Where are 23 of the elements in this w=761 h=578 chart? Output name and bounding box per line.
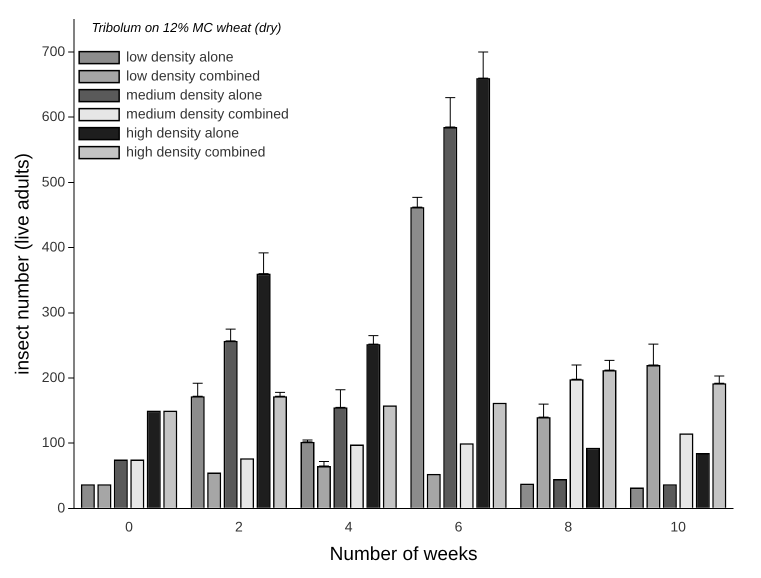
- y-tick-label: 200: [42, 368, 66, 385]
- x-tick-label: 0: [125, 518, 134, 535]
- legend-label: medium density combined: [126, 105, 289, 122]
- legend-label: high density alone: [126, 124, 240, 140]
- x-axis-title: Number of weeks: [330, 544, 478, 565]
- legend-label: medium density alone: [126, 86, 263, 102]
- y-tick-label: 500: [42, 173, 66, 190]
- y-tick-label: 600: [42, 108, 66, 124]
- y-tick-label: 100: [42, 434, 66, 450]
- y-tick-label: 400: [42, 238, 66, 254]
- y-tick-label: 700: [42, 42, 66, 59]
- annotation: Tribolum on 12% MC wheat (dry): [92, 20, 282, 36]
- x-tick-label: 8: [564, 518, 572, 535]
- x-tick-label: 6: [454, 518, 463, 535]
- y-tick-label: 300: [42, 304, 66, 320]
- y-tick-label: 0: [57, 499, 66, 516]
- legend-label: high density combined: [126, 143, 266, 160]
- x-tick-label: 4: [344, 518, 353, 535]
- x-tick-label: 2: [234, 518, 243, 535]
- y-axis-title: insect number (live adults): [12, 153, 34, 375]
- legend-label: low density alone: [126, 48, 234, 64]
- x-tick-label: 10: [670, 518, 686, 535]
- legend-label: low density combined: [126, 67, 260, 84]
